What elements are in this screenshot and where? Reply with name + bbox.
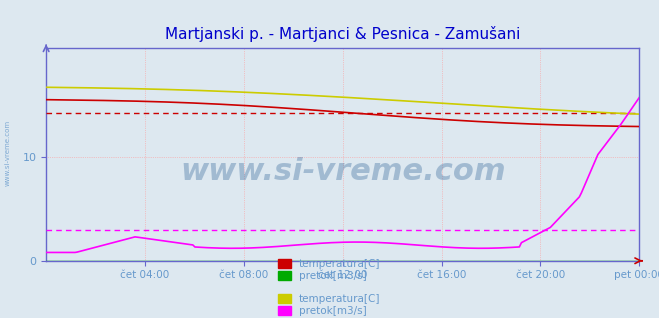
Text: www.si-vreme.com: www.si-vreme.com [5, 120, 11, 186]
Legend: temperatura[C], pretok[m3/s]: temperatura[C], pretok[m3/s] [278, 259, 381, 281]
Legend: temperatura[C], pretok[m3/s]: temperatura[C], pretok[m3/s] [278, 294, 381, 316]
Text: www.si-vreme.com: www.si-vreme.com [180, 157, 505, 186]
Title: Martjanski p. - Martjanci & Pesnica - Zamušani: Martjanski p. - Martjanci & Pesnica - Za… [165, 26, 521, 42]
